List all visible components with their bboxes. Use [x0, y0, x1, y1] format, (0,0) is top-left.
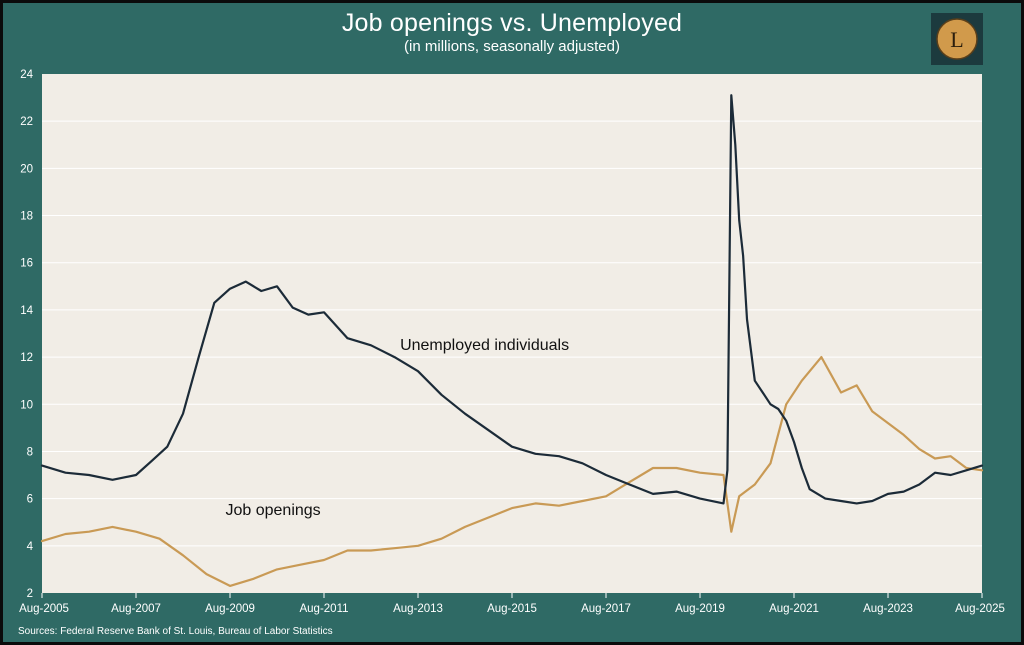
x-tick-label: Aug-2009: [205, 603, 255, 615]
y-tick-label: 2: [27, 588, 33, 600]
y-tick-label: 4: [27, 541, 34, 553]
x-tick-label: Aug-2023: [863, 603, 913, 615]
plot-area: [42, 74, 982, 593]
y-tick-label: 22: [20, 116, 33, 128]
x-tick-label: Aug-2007: [111, 603, 161, 615]
chart-title: Job openings vs. Unemployed: [341, 9, 683, 37]
y-tick-label: 6: [27, 494, 33, 506]
series-lines: [40, 94, 984, 588]
y-tick-label: 14: [20, 305, 33, 317]
x-tick-label: Aug-2013: [393, 603, 443, 615]
y-tick-label: 24: [20, 69, 33, 81]
x-tick-label: Aug-2015: [487, 603, 537, 615]
x-tick-label: Aug-2021: [769, 603, 819, 615]
x-tick-label: Aug-2019: [675, 603, 725, 615]
chart-subtitle: (in millions, seasonally adjusted): [404, 38, 620, 55]
x-tick-label: Aug-2025: [955, 603, 1005, 615]
y-tick-label: 10: [20, 399, 33, 411]
x-tick-label: Aug-2011: [299, 603, 348, 615]
job-openings-line: [40, 356, 984, 588]
gridlines: [42, 120, 982, 547]
source-note: Sources: Federal Reserve Bank of St. Lou…: [18, 626, 333, 637]
annotation-label: Job openings: [225, 502, 320, 519]
logo-letter: L: [950, 27, 963, 52]
y-tick-label: 12: [20, 352, 33, 364]
unemployed-individuals-line: [40, 94, 984, 505]
annotation-label: Unemployed individuals: [400, 337, 569, 354]
y-tick-label: 16: [20, 258, 33, 270]
annotations: Unemployed individuals Job openings: [225, 337, 569, 519]
logo-badge: L: [931, 13, 983, 65]
logo-circle: [936, 18, 978, 60]
x-tick-label: Aug-2005: [19, 603, 69, 615]
y-tick-label: 20: [20, 163, 33, 175]
y-tick-label: 8: [27, 446, 33, 458]
x-axis: Aug-2005 Aug-2007 Aug-2009 Aug-2011 Aug-2013…: [19, 593, 1005, 615]
y-tick-label: 18: [20, 211, 33, 223]
x-tick-label: Aug-2017: [581, 603, 631, 615]
